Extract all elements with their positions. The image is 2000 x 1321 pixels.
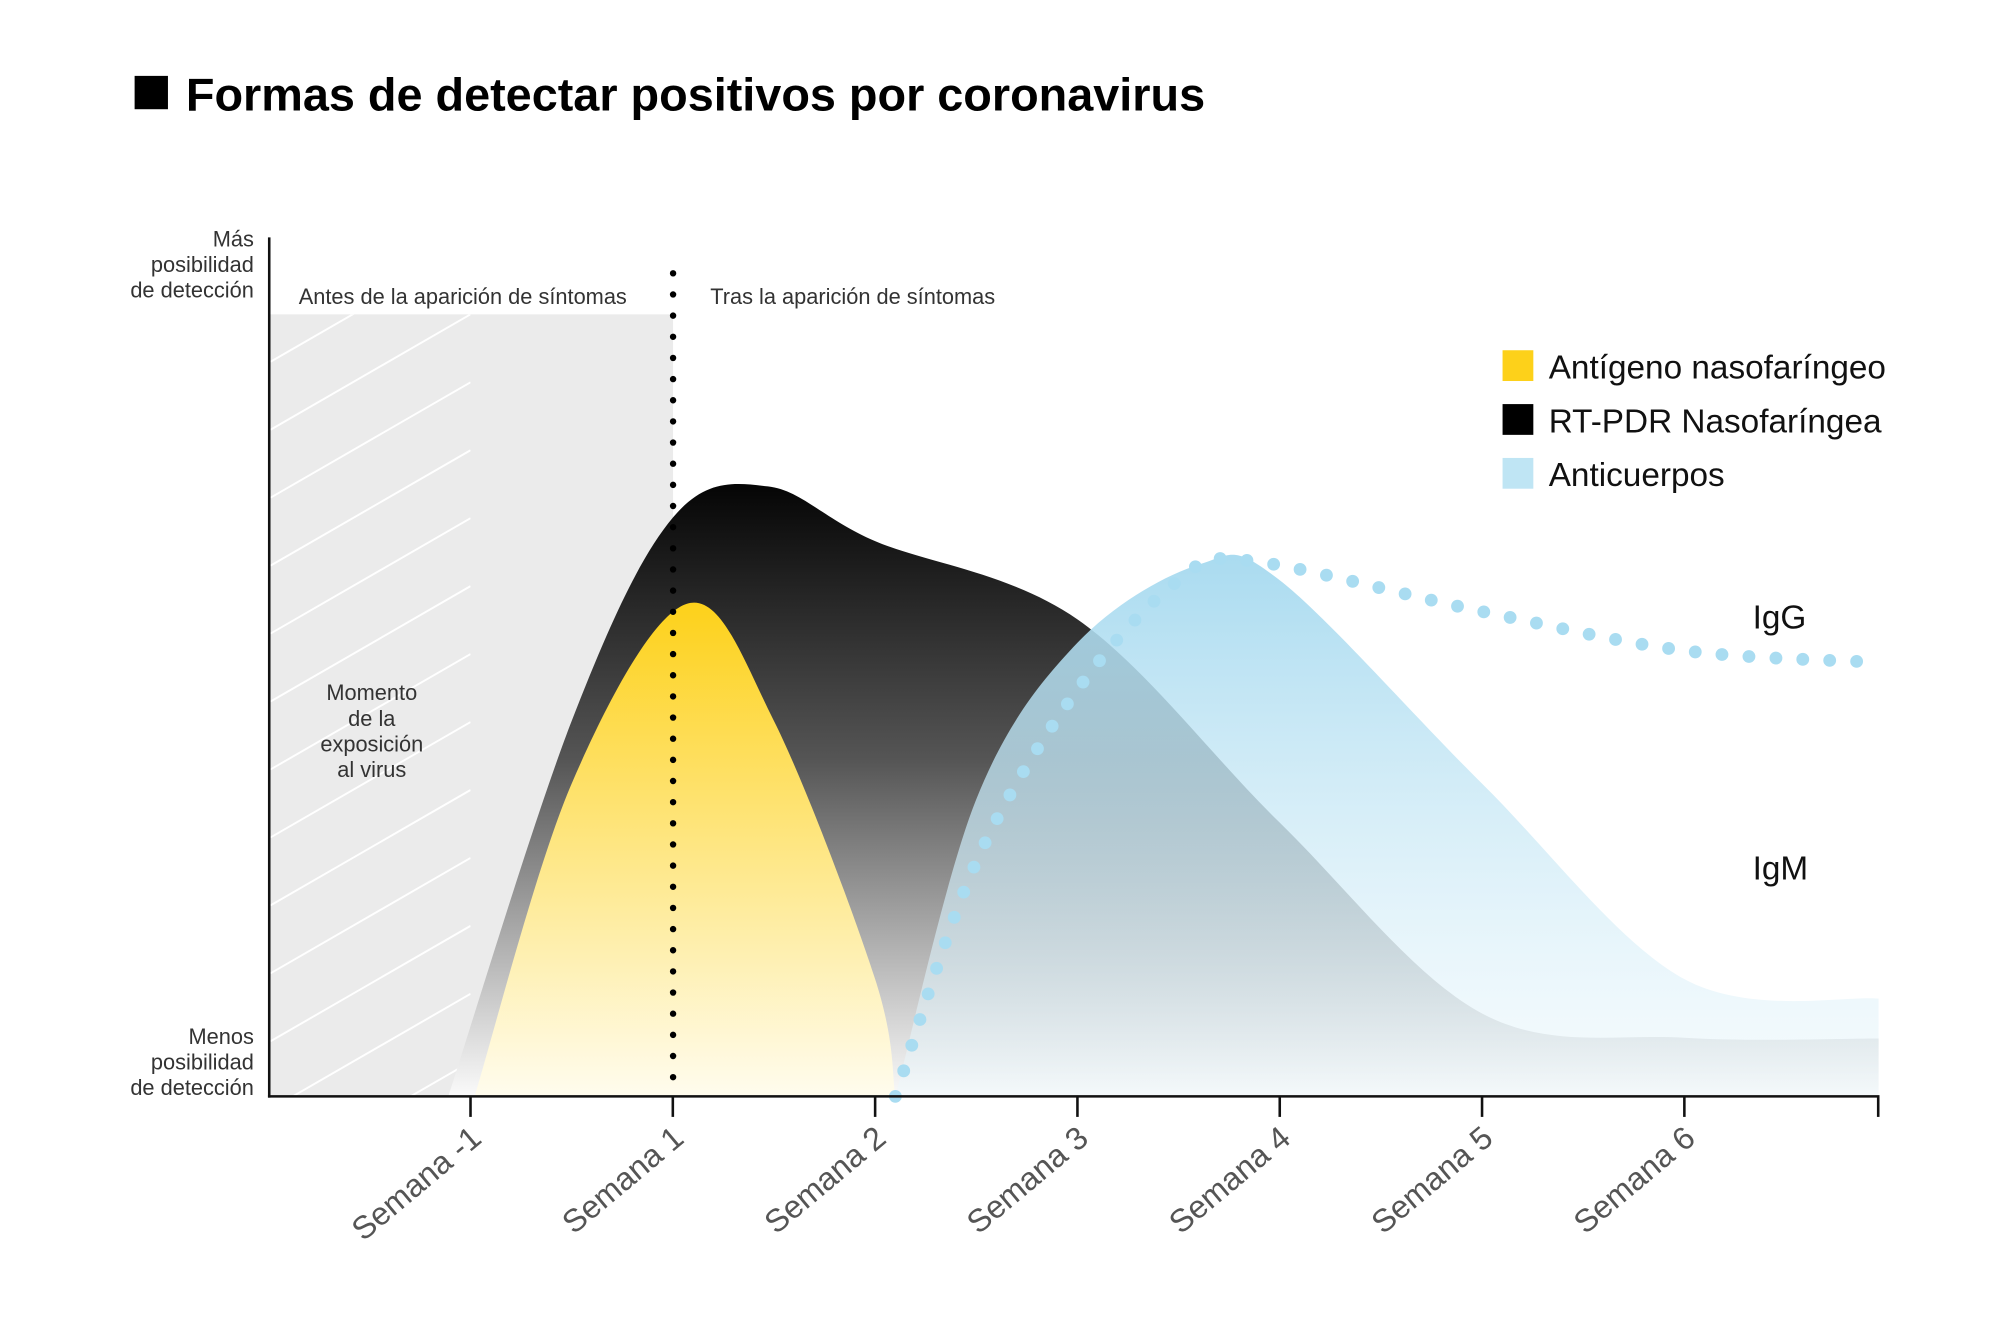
legend-swatch-antigen	[1502, 350, 1534, 382]
legend-label-antigen: Antígeno nasofaríngeo	[1549, 349, 1886, 386]
hatch-line	[271, 111, 471, 226]
y-label-top-line: de detección	[130, 278, 254, 303]
hatch-line	[270, 314, 355, 363]
igm-area	[895, 554, 1879, 1097]
igg-dotted-line	[888, 552, 1885, 1103]
hatch-line	[270, 585, 471, 703]
legend-label-antibodies: Anticuerpos	[1549, 457, 1725, 494]
x-tick-label: Semana 3	[960, 1119, 1095, 1240]
title-square-icon	[134, 75, 168, 110]
hatch-line	[270, 517, 471, 635]
hatch-line	[270, 857, 471, 975]
chart-title: Formas de detectar positivos por coronav…	[186, 69, 1205, 121]
hatch-line	[270, 381, 471, 499]
y-label-bottom-line: de detección	[130, 1075, 254, 1100]
region-label-before: Antes de la aparición de síntomas	[299, 284, 627, 309]
y-label-top-line: posibilidad	[151, 252, 254, 277]
series-label-igg: IgG	[1753, 599, 1807, 636]
hatch-line	[271, 178, 471, 293]
exposure-label: Momento de la exposición al virus	[320, 680, 423, 782]
exposure-label-line: Momento	[326, 680, 417, 705]
region-label-after: Tras la aparición de síntomas	[710, 284, 995, 309]
x-tick-label: Semana 5	[1364, 1119, 1499, 1240]
x-tick-label: Semana 2	[757, 1119, 892, 1240]
antigen-area	[474, 602, 896, 1097]
y-label-top-line: Más	[213, 226, 254, 251]
exposure-label-line: exposición	[320, 732, 423, 757]
x-tick-label: Semana 1	[555, 1119, 690, 1240]
y-label-bottom: Menos posibilidad de detección	[130, 1024, 254, 1100]
exposure-hatch	[270, 111, 471, 1097]
exposure-label-line: de la	[348, 706, 396, 731]
hatch-line	[290, 993, 471, 1097]
hatch-line	[270, 653, 471, 771]
exposure-label-line: al virus	[337, 757, 406, 782]
hatch-line	[270, 925, 471, 1043]
y-label-top: Más posibilidad de detección	[130, 226, 254, 302]
legend-swatch-pcr	[1502, 404, 1534, 435]
x-tick-label: Semana 6	[1567, 1119, 1702, 1240]
hatch-line	[270, 789, 471, 907]
hatch-line	[270, 314, 471, 431]
x-tick-label: Semana -1	[345, 1119, 488, 1247]
y-label-bottom-line: posibilidad	[151, 1049, 254, 1074]
legend-swatch-antibodies	[1502, 457, 1534, 489]
hatch-line	[270, 721, 471, 839]
legend: Antígeno nasofaríngeo RT-PDR Nasofarínge…	[1502, 349, 1886, 494]
hatch-line	[408, 1060, 471, 1097]
series-label-igm: IgM	[1753, 851, 1809, 888]
hatch-line	[270, 449, 471, 567]
x-tick-label: Semana 4	[1162, 1119, 1297, 1240]
y-label-bottom-line: Menos	[188, 1024, 253, 1049]
legend-label-pcr: RT-PDR Nasofaríngea	[1549, 403, 1882, 440]
